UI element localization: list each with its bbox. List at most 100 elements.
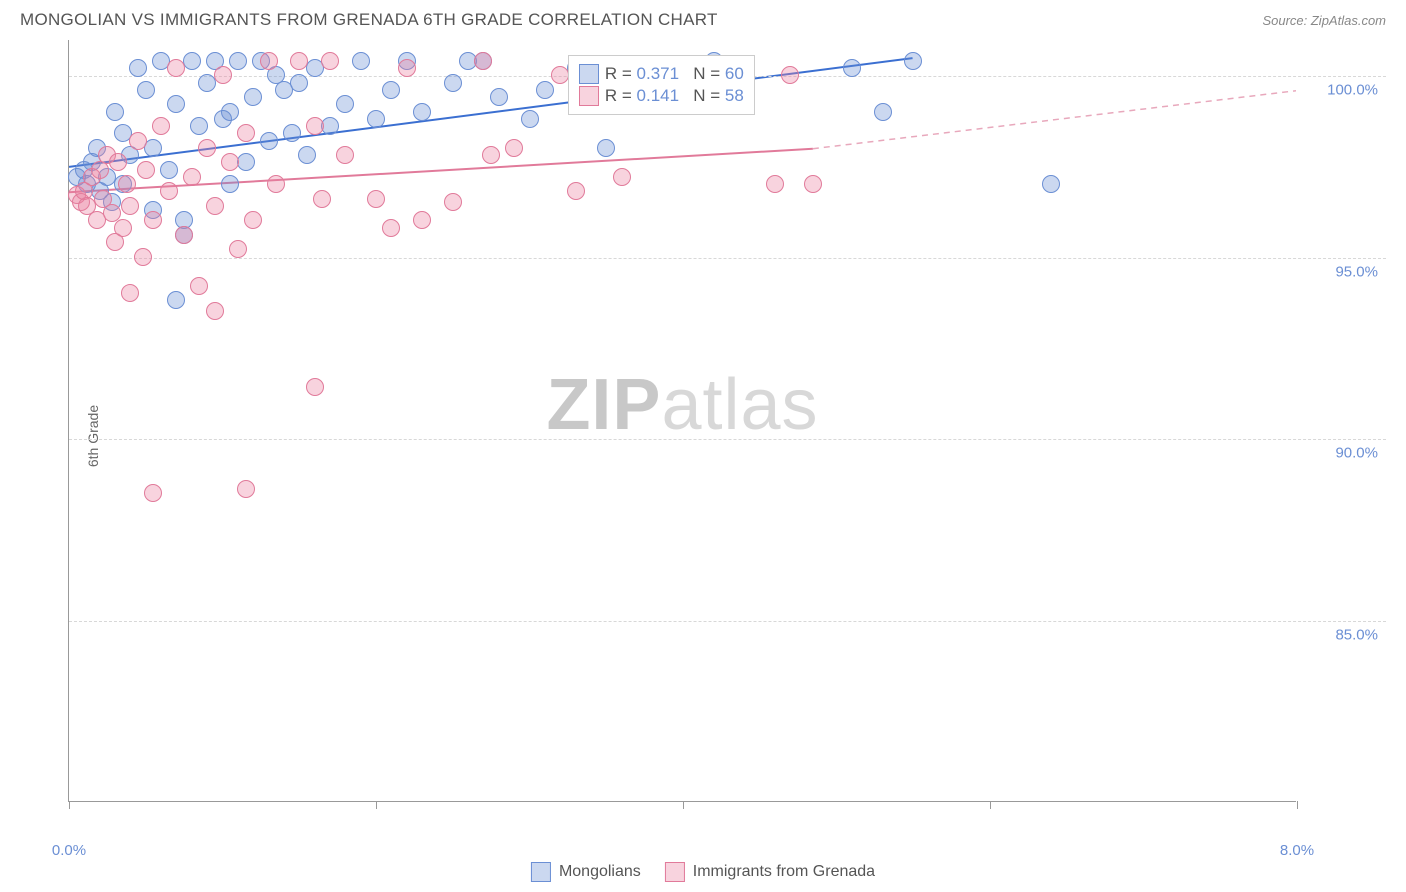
data-point [382,81,400,99]
y-tick-label: 90.0% [1335,445,1378,462]
data-point [382,219,400,237]
watermark: ZIPatlas [546,364,818,446]
legend-swatch [531,862,551,882]
y-tick-label: 95.0% [1335,263,1378,280]
data-point [613,168,631,186]
data-point [474,52,492,70]
trend-lines [69,40,1296,801]
data-point [336,95,354,113]
data-point [597,139,615,157]
legend-row: R = 0.371 N = 60 [579,64,744,84]
data-point [352,52,370,70]
legend-label: Mongolians [559,863,641,881]
legend-text: R = 0.141 N = 58 [605,86,744,106]
data-point [206,197,224,215]
data-point [144,211,162,229]
data-point [190,117,208,135]
data-point [137,81,155,99]
data-point [567,182,585,200]
data-point [490,88,508,106]
source-label: Source: ZipAtlas.com [1262,13,1386,28]
data-point [781,66,799,84]
data-point [482,146,500,164]
data-point [313,190,331,208]
data-point [134,248,152,266]
data-point [283,124,301,142]
y-tick-label: 100.0% [1327,82,1378,99]
data-point [413,211,431,229]
data-point [118,175,136,193]
data-point [290,52,308,70]
data-point [109,153,127,171]
data-point [183,52,201,70]
x-tick [69,801,70,809]
data-point [229,52,247,70]
x-tick [376,801,377,809]
data-point [260,52,278,70]
data-point [505,139,523,157]
correlation-legend: R = 0.371 N = 60R = 0.141 N = 58 [568,55,755,115]
data-point [843,59,861,77]
data-point [121,284,139,302]
watermark-light: atlas [661,365,818,445]
data-point [367,110,385,128]
data-point [160,182,178,200]
series-legend: Mongolians Immigrants from Grenada [531,862,875,882]
data-point [766,175,784,193]
y-tick-label: 85.0% [1335,626,1378,643]
legend-item: Mongolians [531,862,641,882]
data-point [298,146,316,164]
data-point [336,146,354,164]
legend-text: R = 0.371 N = 60 [605,64,744,84]
data-point [904,52,922,70]
data-point [137,161,155,179]
data-point [367,190,385,208]
legend-item: Immigrants from Grenada [665,862,875,882]
data-point [237,153,255,171]
data-point [306,378,324,396]
data-point [221,175,239,193]
data-point [874,103,892,121]
gridline [69,621,1386,622]
data-point [152,117,170,135]
x-tick [1297,801,1298,809]
gridline [69,258,1386,259]
data-point [244,88,262,106]
data-point [444,193,462,211]
data-point [267,175,285,193]
x-tick-label: 8.0% [1280,842,1314,859]
data-point [198,139,216,157]
plot-area: ZIPatlas R = 0.371 N = 60R = 0.141 N = 5… [68,40,1296,802]
data-point [290,74,308,92]
data-point [167,291,185,309]
data-point [321,52,339,70]
data-point [160,161,178,179]
data-point [106,103,124,121]
data-point [175,226,193,244]
data-point [1042,175,1060,193]
data-point [551,66,569,84]
data-point [306,117,324,135]
watermark-bold: ZIP [546,365,661,445]
legend-swatch [579,64,599,84]
gridline [69,439,1386,440]
data-point [221,103,239,121]
data-point [183,168,201,186]
chart-container: 6th Grade ZIPatlas R = 0.371 N = 60R = 0… [50,40,1386,832]
data-point [804,175,822,193]
data-point [321,117,339,135]
data-point [190,277,208,295]
data-point [167,59,185,77]
legend-row: R = 0.141 N = 58 [579,86,744,106]
data-point [229,240,247,258]
data-point [521,110,539,128]
data-point [206,302,224,320]
legend-swatch [579,86,599,106]
x-tick-label: 0.0% [52,842,86,859]
data-point [129,132,147,150]
data-point [536,81,554,99]
data-point [260,132,278,150]
legend-label: Immigrants from Grenada [693,863,875,881]
chart-title: MONGOLIAN VS IMMIGRANTS FROM GRENADA 6TH… [20,10,718,30]
data-point [244,211,262,229]
